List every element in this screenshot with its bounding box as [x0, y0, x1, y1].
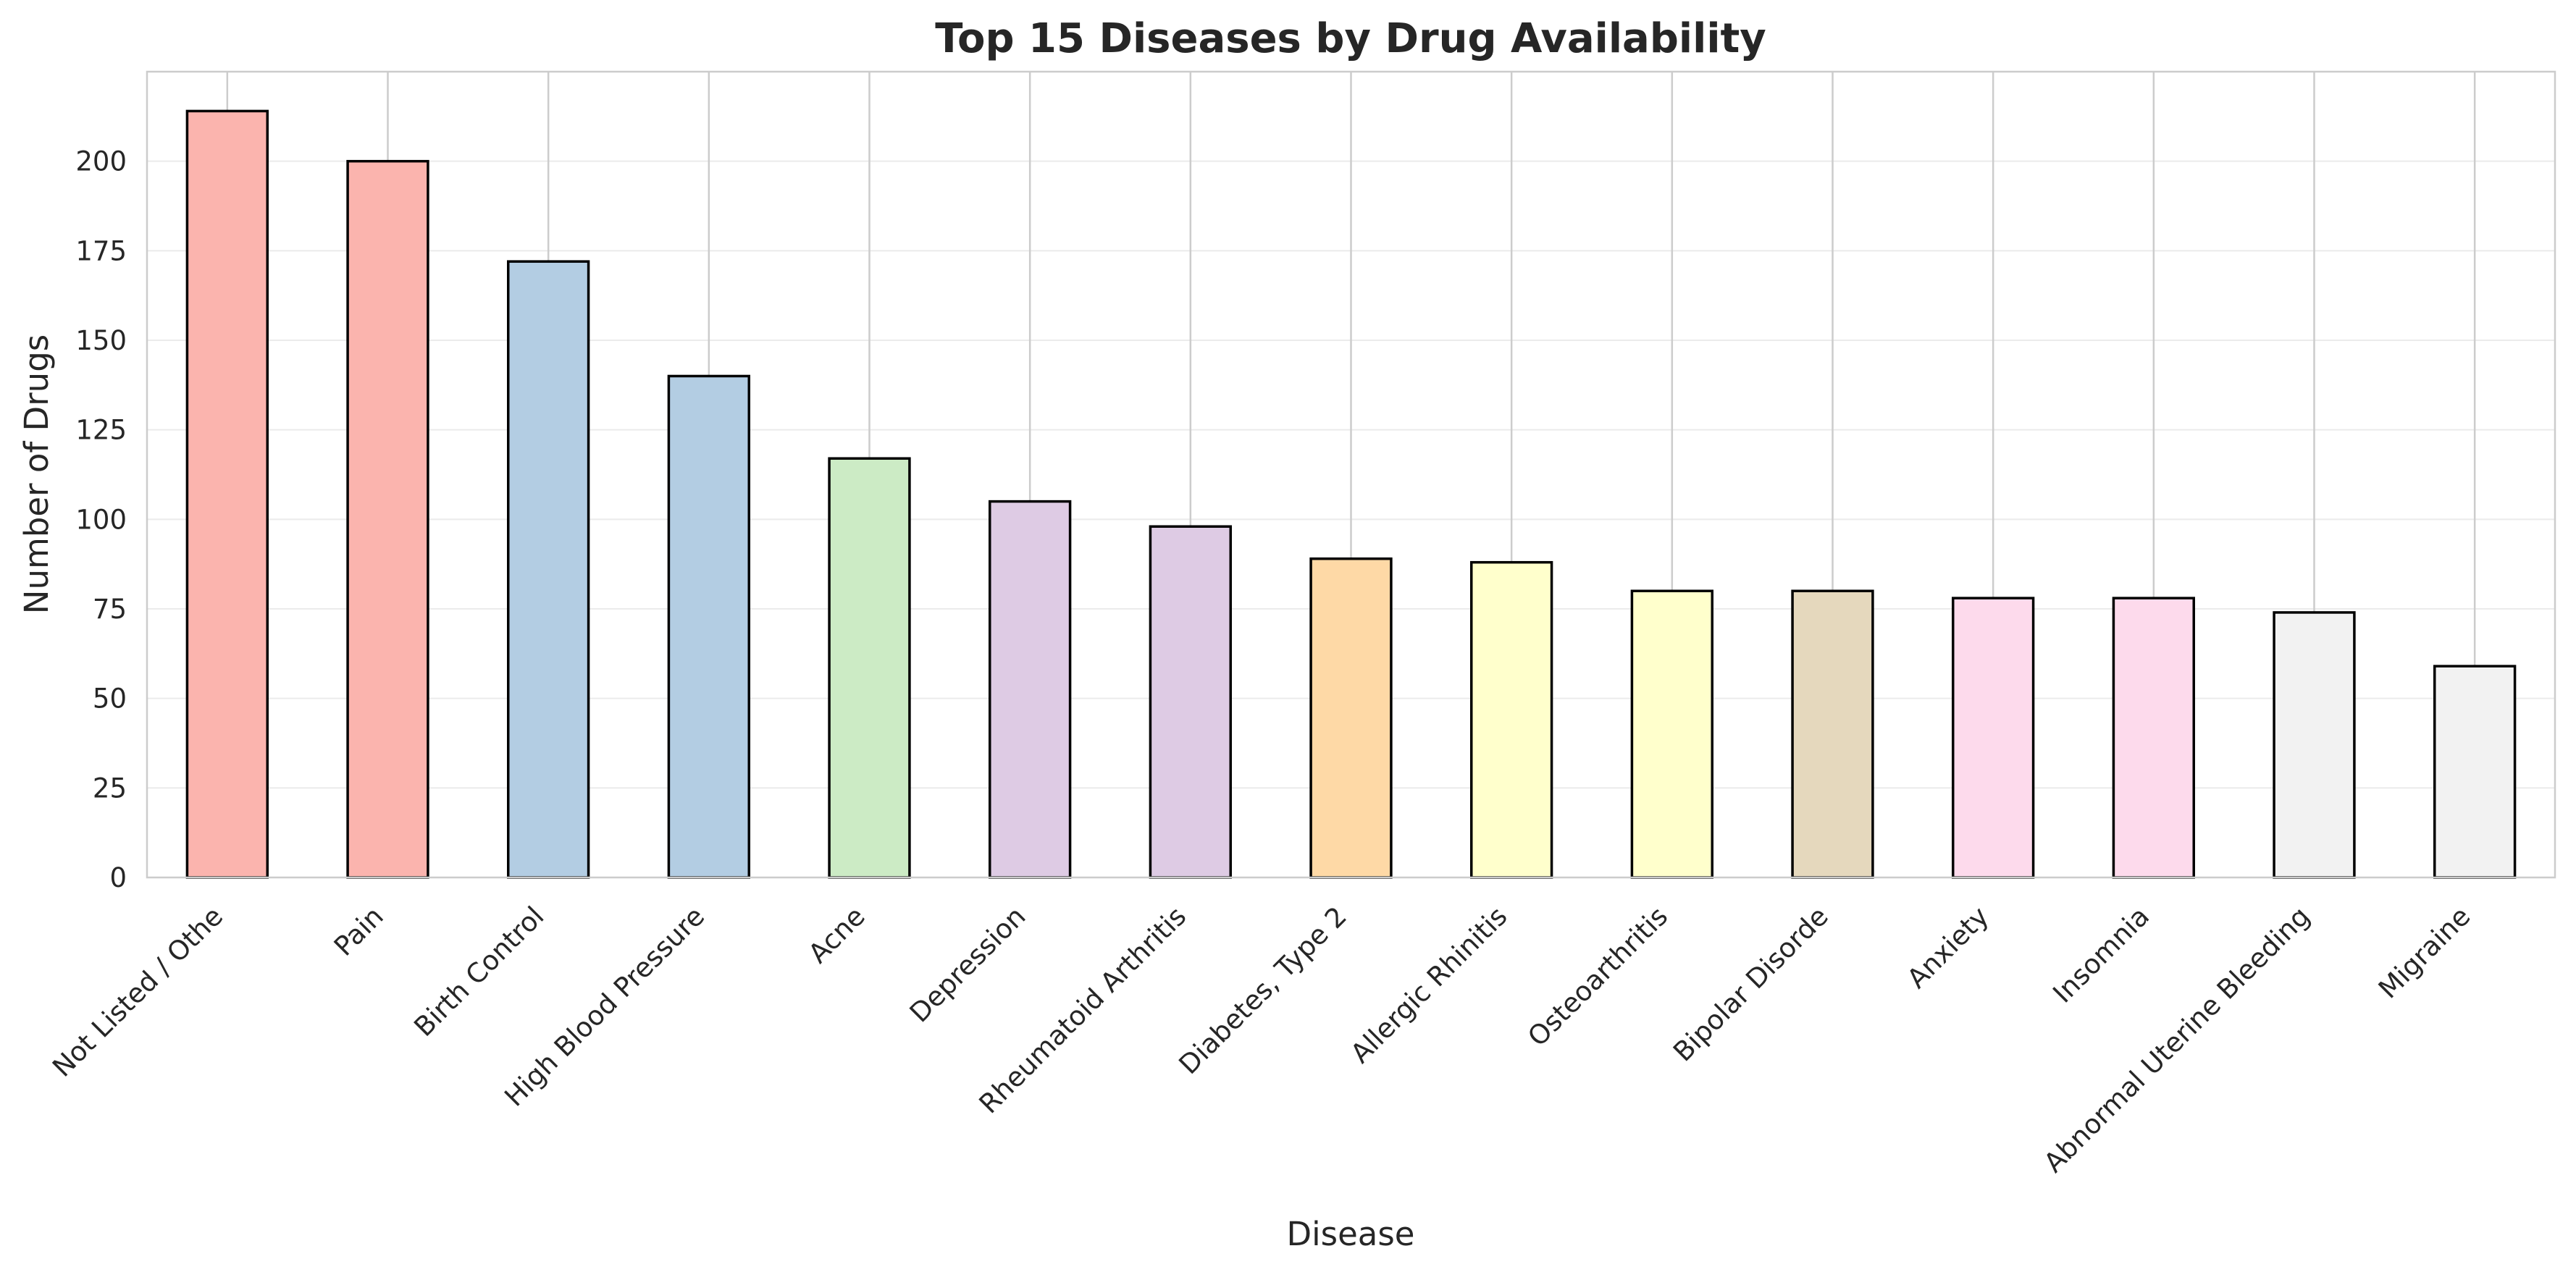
x-axis-label: Disease — [1287, 1215, 1415, 1253]
bar — [346, 159, 429, 879]
y-tick-label: 0 — [109, 862, 127, 893]
bar — [1952, 597, 2035, 879]
y-axis-label: Number of Drugs — [17, 334, 56, 614]
y-tick-label: 50 — [93, 683, 127, 715]
bar — [828, 457, 911, 879]
y-tick-label: 150 — [75, 325, 127, 356]
bar — [185, 109, 269, 879]
y-tick-label: 175 — [75, 235, 127, 266]
y-tick-label: 200 — [75, 146, 127, 177]
y-tick-label: 75 — [93, 594, 127, 625]
bar — [1149, 525, 1232, 879]
chart-title: Top 15 Diseases by Drug Availability — [935, 15, 1766, 62]
y-tick-label: 100 — [75, 504, 127, 535]
bar — [2273, 611, 2356, 879]
bar — [989, 500, 1072, 879]
bar — [2433, 665, 2517, 879]
bar — [1309, 557, 1393, 879]
bar — [1630, 589, 1714, 879]
bar — [507, 260, 590, 879]
bar — [1470, 560, 1553, 879]
bar — [2112, 597, 2196, 879]
y-tick-label: 125 — [75, 415, 127, 446]
y-tick-label: 25 — [93, 772, 127, 804]
bar — [1791, 589, 1874, 879]
bar — [667, 374, 751, 879]
